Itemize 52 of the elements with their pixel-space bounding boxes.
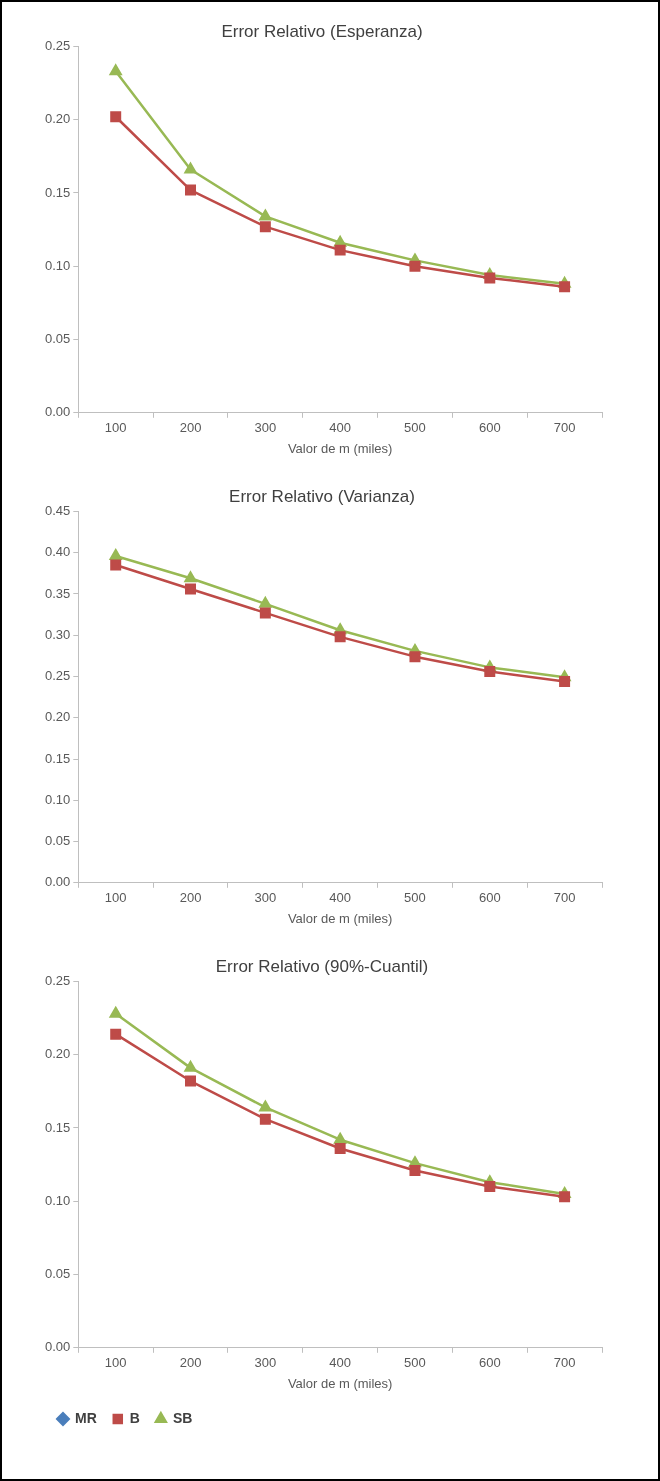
y-tick-label: 0.10 — [44, 791, 71, 807]
x-tick-label: 200 — [179, 1355, 202, 1371]
y-tick-label: 0.05 — [44, 331, 71, 347]
y-tick-label: 0.15 — [44, 184, 71, 200]
x-tick-label: 300 — [254, 890, 277, 906]
y-tick-label: 0.15 — [44, 750, 71, 766]
legend-label: MR — [75, 1409, 97, 1426]
y-tick-label: 0.25 — [44, 972, 71, 988]
x-tick-label: 300 — [254, 1355, 277, 1371]
x-tick-label: 200 — [179, 420, 202, 436]
y-tick-label: 0.35 — [44, 585, 71, 601]
x-tick-label: 400 — [329, 420, 351, 436]
y-tick-label: 0.05 — [44, 833, 71, 849]
x-tick-label: 100 — [104, 890, 127, 906]
x-tick-label: 700 — [553, 1355, 576, 1371]
y-tick-label: 0.00 — [44, 1339, 71, 1355]
y-tick-label: 0.40 — [44, 544, 71, 560]
x-tick-label: 100 — [104, 420, 127, 436]
y-tick-label: 0.10 — [44, 1192, 71, 1208]
y-tick-label: 0.25 — [44, 668, 71, 684]
x-axis-title: Valor de m (miles) — [287, 910, 393, 926]
x-tick-label: 600 — [478, 890, 501, 906]
x-tick-label: 600 — [478, 420, 501, 436]
chart-title: Error Relativo (90%-Cuantil) — [215, 956, 429, 976]
x-tick-label: 400 — [329, 890, 351, 906]
chart-title: Error Relativo (Esperanza) — [221, 21, 423, 41]
x-tick-label: 100 — [104, 1355, 127, 1371]
y-tick-label: 0.20 — [44, 1046, 71, 1062]
x-axis-title: Valor de m (miles) — [287, 1375, 393, 1391]
y-tick-label: 0.20 — [44, 111, 71, 127]
x-tick-label: 200 — [179, 890, 202, 906]
x-tick-label: 500 — [404, 420, 426, 436]
y-tick-label: 0.00 — [44, 874, 71, 890]
x-tick-label: 700 — [553, 890, 576, 906]
y-tick-label: 0.15 — [44, 1119, 71, 1135]
y-tick-label: 0.20 — [44, 709, 71, 725]
x-tick-label: 700 — [553, 420, 576, 436]
chart-title: Error Relativo (Varianza) — [229, 486, 415, 506]
x-tick-label: 500 — [404, 890, 426, 906]
y-tick-label: 0.00 — [44, 404, 71, 420]
y-tick-label: 0.25 — [44, 37, 71, 53]
x-axis-title: Valor de m (miles) — [287, 440, 393, 456]
legend-label: B — [129, 1409, 140, 1426]
x-tick-label: 600 — [478, 1355, 501, 1371]
y-tick-label: 0.30 — [44, 626, 71, 642]
x-tick-label: 300 — [254, 420, 277, 436]
x-tick-label: 500 — [404, 1355, 426, 1371]
legend-label: SB — [172, 1409, 193, 1426]
y-tick-label: 0.05 — [44, 1266, 71, 1282]
y-tick-label: 0.10 — [44, 257, 71, 273]
x-tick-label: 400 — [329, 1355, 351, 1371]
y-tick-label: 0.45 — [44, 502, 71, 518]
